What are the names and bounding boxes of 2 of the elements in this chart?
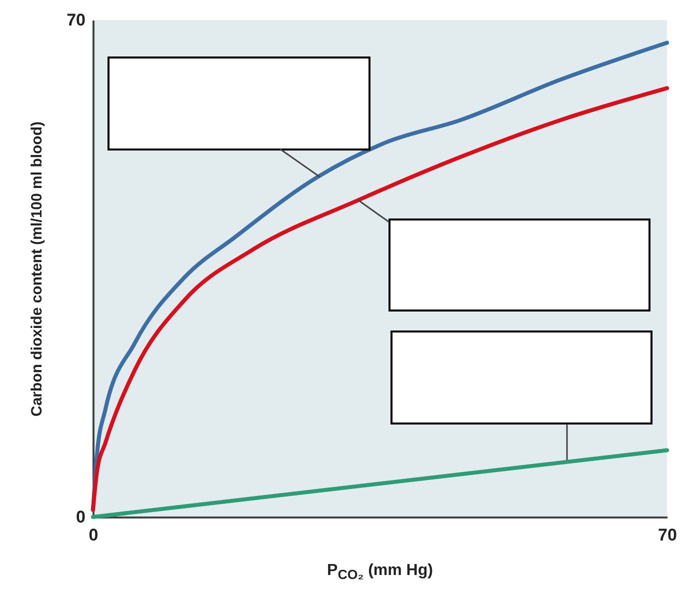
x-axis-title: P$_{CO₂}$ (mm Hg)	[326, 562, 434, 582]
y-axis-title: Carbon dioxide content (ml/100 ml blood)	[28, 121, 46, 417]
